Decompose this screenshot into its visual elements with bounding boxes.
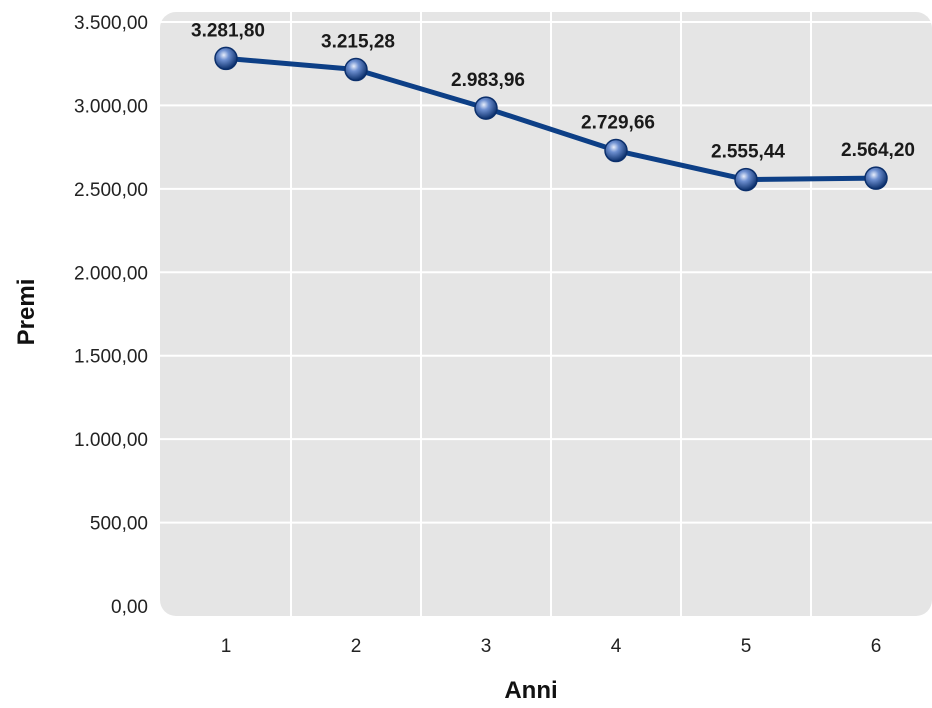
y-tick-label: 3.000,00 bbox=[74, 96, 148, 117]
x-tick-label: 5 bbox=[741, 636, 752, 657]
grid-lines bbox=[160, 12, 932, 616]
x-tick-label: 6 bbox=[871, 636, 882, 657]
x-tick-label: 2 bbox=[351, 636, 362, 657]
y-tick-label: 1.000,00 bbox=[74, 430, 148, 451]
data-label: 2.564,20 bbox=[841, 140, 915, 161]
y-tick-label: 0,00 bbox=[111, 597, 148, 618]
x-axis-label: Anni bbox=[504, 677, 557, 704]
data-point bbox=[604, 138, 628, 163]
data-label: 2.555,44 bbox=[711, 142, 785, 163]
y-tick-label: 3.500,00 bbox=[74, 13, 148, 34]
x-tick-label: 4 bbox=[611, 636, 622, 657]
plot-area bbox=[160, 12, 932, 616]
x-tick-label: 1 bbox=[221, 636, 232, 657]
series-group: 3.281,80 3.215,28 2.983,96 2.729,66 2.555,44… bbox=[191, 20, 915, 192]
data-point bbox=[214, 46, 238, 71]
data-point bbox=[344, 57, 368, 82]
y-axis-label: Premi bbox=[13, 279, 40, 346]
data-point bbox=[864, 166, 888, 190]
data-label: 2.729,66 bbox=[581, 113, 655, 134]
data-point bbox=[474, 96, 498, 120]
series-line bbox=[223, 55, 879, 183]
data-label: 3.281,80 bbox=[191, 20, 265, 41]
x-axis-ticks: 1 2 3 4 5 6 bbox=[221, 636, 882, 657]
data-label: 3.215,28 bbox=[321, 32, 395, 53]
y-tick-label: 2.500,00 bbox=[74, 180, 148, 201]
y-tick-label: 500,00 bbox=[90, 514, 148, 535]
y-tick-label: 1.500,00 bbox=[74, 347, 148, 368]
y-tick-label: 2.000,00 bbox=[74, 263, 148, 284]
data-label: 2.983,96 bbox=[451, 70, 525, 91]
data-point bbox=[734, 167, 758, 192]
y-axis-ticks: 0,00 500,00 1.000,00 1.500,00 2.000,00 2.500,… bbox=[74, 13, 148, 618]
x-tick-label: 3 bbox=[481, 636, 492, 657]
